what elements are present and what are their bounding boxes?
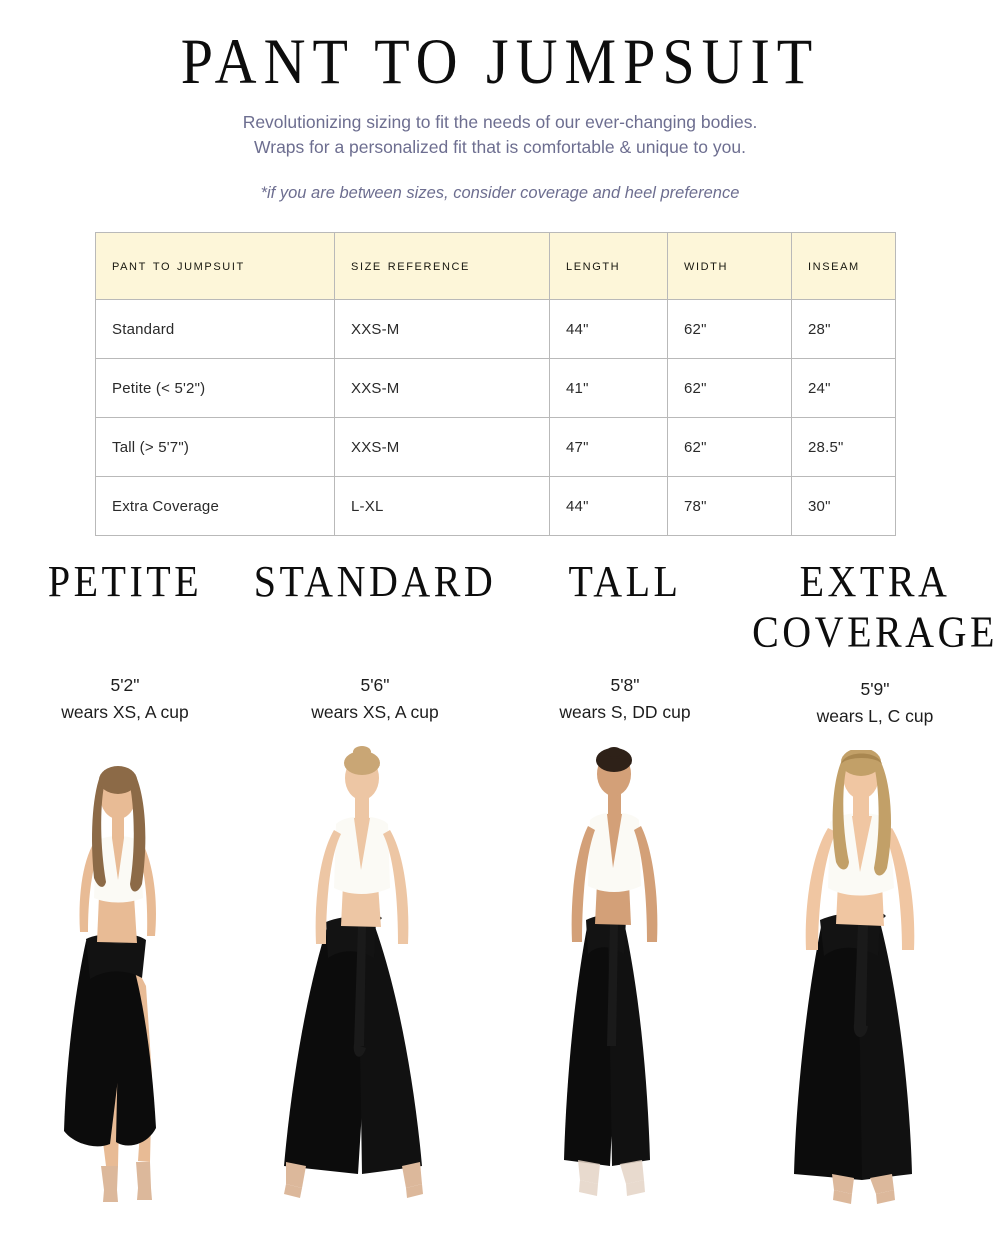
subtitle-line-2: Wraps for a personalized fit that is com… bbox=[254, 137, 746, 157]
model-heading-line-1: EXTRA bbox=[799, 556, 951, 606]
cell-width: 78" bbox=[667, 476, 792, 536]
subtitle-line-1: Revolutionizing sizing to fit the needs … bbox=[242, 112, 758, 132]
cell-length: 44" bbox=[549, 476, 668, 536]
model-photo-tall bbox=[500, 746, 750, 1216]
column-header-length: Length bbox=[549, 232, 668, 300]
table-row: Tall (> 5'7") XXS-M 47" 62" 28.5" bbox=[95, 417, 896, 477]
page-title: PANT TO JUMPSUIT bbox=[180, 24, 820, 98]
cell-inseam: 30" bbox=[791, 476, 896, 536]
cell-width: 62" bbox=[667, 299, 792, 359]
cell-size-reference: L-XL bbox=[334, 476, 550, 536]
model-height: 5'6" bbox=[360, 675, 390, 695]
column-header-pant-to-jumpsuit: Pant to Jumpsuit bbox=[95, 232, 335, 300]
size-chart-table-container: Pant to Jumpsuit Size reference Length W… bbox=[95, 232, 896, 536]
model-heading-line-1: TALL bbox=[568, 556, 682, 606]
model-height: 5'8" bbox=[610, 675, 640, 695]
cell-length: 44" bbox=[549, 299, 668, 359]
model-column-petite: PETITE 5'2" wears XS, A cup bbox=[0, 552, 250, 1220]
cell-size-reference: XXS-M bbox=[334, 358, 550, 418]
subtitle: Revolutionizing sizing to fit the needs … bbox=[0, 84, 1000, 160]
model-wears: wears XS, A cup bbox=[61, 702, 189, 722]
cell-size-reference: XXS-M bbox=[334, 417, 550, 477]
cell-length: 41" bbox=[549, 358, 668, 418]
cell-inseam: 28" bbox=[791, 299, 896, 359]
column-header-size-reference: Size reference bbox=[334, 232, 550, 300]
model-heading-petite: PETITE bbox=[48, 552, 202, 653]
between-sizes-note: *if you are between sizes, consider cove… bbox=[260, 184, 740, 202]
column-header-inseam: Inseam bbox=[791, 232, 896, 300]
cell-size-reference: XXS-M bbox=[334, 299, 550, 359]
cell-inseam: 28.5" bbox=[791, 417, 896, 477]
model-photo-petite bbox=[0, 746, 250, 1216]
cell-inseam: 24" bbox=[791, 358, 896, 418]
table-row: Petite (< 5'2") XXS-M 41" 62" 24" bbox=[95, 358, 896, 418]
model-wears: wears L, C cup bbox=[816, 706, 934, 726]
model-meta-tall: 5'8" wears S, DD cup bbox=[559, 672, 690, 730]
model-column-extra-coverage: EXTRA COVERAGE 5'9" wears L, C cup bbox=[750, 552, 1000, 1220]
table-header-row: Pant to Jumpsuit Size reference Length W… bbox=[95, 232, 896, 300]
cell-name: Tall (> 5'7") bbox=[95, 417, 335, 477]
model-column-standard: STANDARD 5'6" wears XS, A cup bbox=[250, 552, 500, 1220]
model-wears: wears S, DD cup bbox=[559, 702, 691, 722]
model-heading-line-1: PETITE bbox=[47, 556, 203, 606]
model-heading-standard: STANDARD bbox=[254, 552, 497, 653]
model-height: 5'2" bbox=[110, 675, 140, 695]
cell-name: Extra Coverage bbox=[95, 476, 335, 536]
model-wears: wears XS, A cup bbox=[311, 702, 439, 722]
model-heading-line-1: STANDARD bbox=[253, 556, 497, 606]
cell-name: Petite (< 5'2") bbox=[95, 358, 335, 418]
table-row: Extra Coverage L-XL 44" 78" 30" bbox=[95, 476, 896, 536]
cell-width: 62" bbox=[667, 417, 792, 477]
model-heading-line-2: COVERAGE bbox=[752, 607, 998, 657]
model-meta-extra-coverage: 5'9" wears L, C cup bbox=[817, 676, 934, 734]
model-photo-extra-coverage bbox=[750, 750, 1000, 1220]
model-height: 5'9" bbox=[860, 679, 890, 699]
cell-width: 62" bbox=[667, 358, 792, 418]
model-column-tall: TALL 5'8" wears S, DD cup bbox=[500, 552, 750, 1220]
cell-length: 47" bbox=[549, 417, 668, 477]
column-header-width: Width bbox=[667, 232, 792, 300]
model-gallery: PETITE 5'2" wears XS, A cup bbox=[0, 552, 1000, 1220]
model-meta-standard: 5'6" wears XS, A cup bbox=[311, 672, 438, 730]
model-photo-standard bbox=[250, 746, 500, 1216]
cell-name: Standard bbox=[95, 299, 335, 359]
model-heading-extra-coverage: EXTRA COVERAGE bbox=[752, 552, 998, 658]
size-chart-table: Pant to Jumpsuit Size reference Length W… bbox=[95, 232, 896, 536]
table-row: Standard XXS-M 44" 62" 28" bbox=[95, 299, 896, 359]
model-heading-tall: TALL bbox=[569, 552, 682, 653]
model-meta-petite: 5'2" wears XS, A cup bbox=[61, 672, 188, 730]
